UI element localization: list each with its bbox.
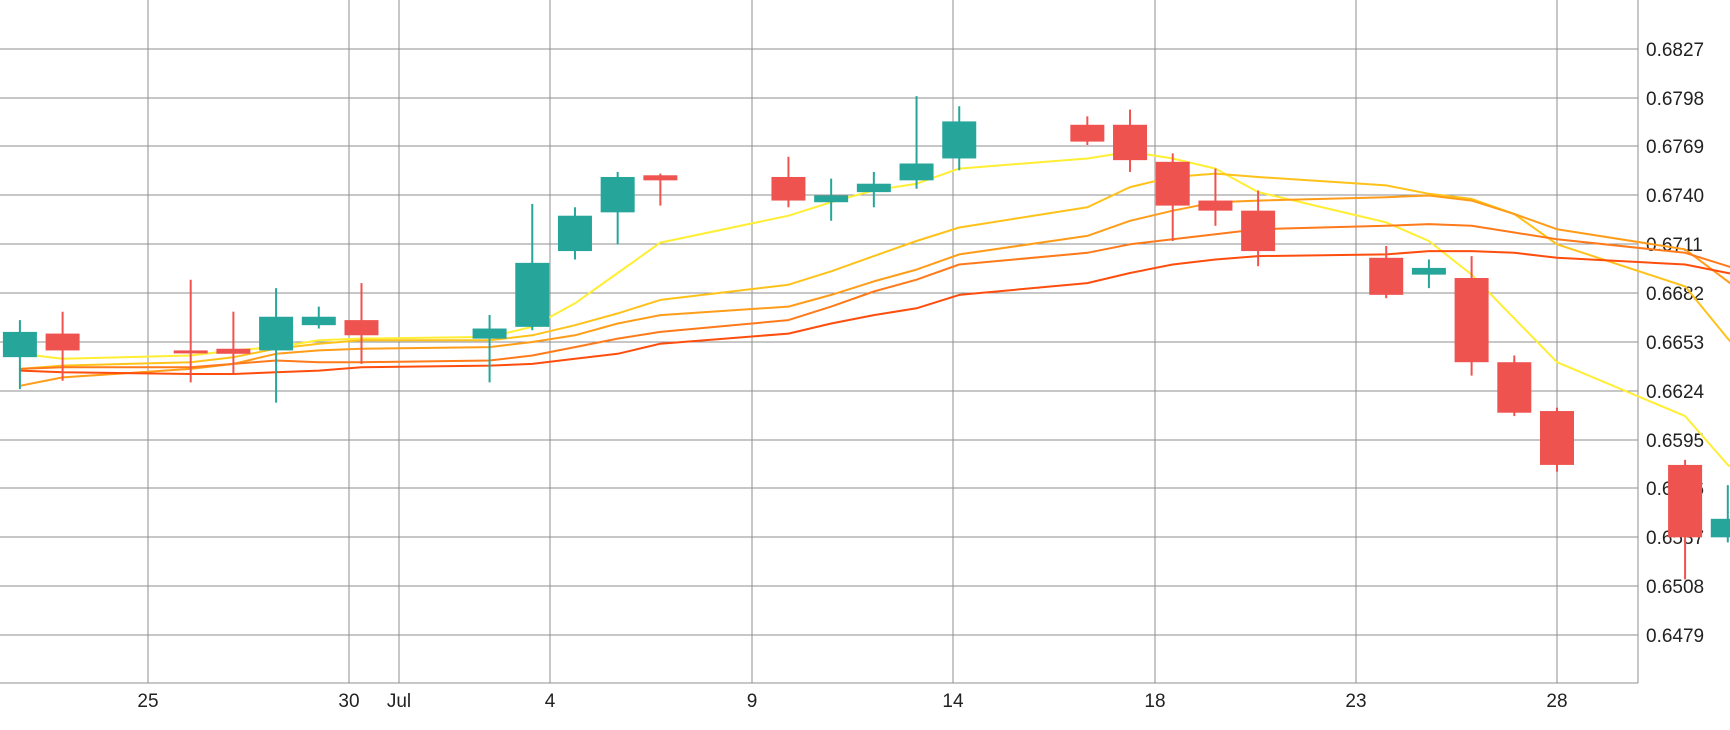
candle: [259, 288, 294, 403]
candle-body: [344, 320, 379, 336]
candle-body: [600, 176, 635, 213]
candle: [643, 173, 678, 206]
candle: [515, 203, 550, 331]
moving-average-line: [18, 250, 1730, 375]
x-tick-label: 14: [942, 691, 964, 712]
candle: [600, 171, 635, 245]
candle-body: [1241, 210, 1276, 252]
candle-body: [557, 215, 592, 252]
candle: [1668, 459, 1703, 580]
moving-average-line: [18, 223, 1730, 370]
candle: [557, 207, 592, 260]
candle: [45, 311, 80, 381]
candle-body: [1155, 161, 1190, 206]
candle-body: [216, 348, 251, 354]
candle-body: [1369, 257, 1404, 295]
candle-body: [1411, 267, 1446, 275]
candle: [472, 315, 507, 383]
y-tick-label: 0.6508: [1646, 577, 1704, 598]
x-tick-label: 28: [1546, 691, 1567, 712]
y-tick-label: 0.6479: [1646, 626, 1704, 647]
candle: [1070, 116, 1105, 145]
candle-body: [173, 350, 208, 354]
candle: [216, 311, 251, 374]
y-tick-label: 0.6682: [1646, 284, 1704, 305]
candle-body: [1540, 411, 1574, 465]
x-tick-label: 23: [1345, 691, 1366, 712]
y-tick-label: 0.6798: [1646, 89, 1704, 110]
y-tick-label: 0.6653: [1646, 333, 1704, 354]
candle-body: [856, 183, 891, 193]
candle: [1113, 109, 1148, 172]
candle: [1369, 246, 1404, 299]
candle-body: [45, 333, 80, 351]
y-tick-label: 0.6769: [1646, 137, 1704, 158]
x-tick-label: 30: [338, 691, 359, 712]
candle-body: [301, 316, 336, 326]
candle: [301, 306, 336, 329]
x-tick-label: 25: [137, 691, 158, 712]
candle: [1198, 168, 1233, 226]
candle-body: [2, 331, 37, 358]
candle-body: [1668, 464, 1703, 538]
candle: [344, 283, 379, 364]
candle-body: [515, 262, 550, 327]
candle: [814, 178, 849, 221]
x-tick-label: 18: [1144, 691, 1165, 712]
candle: [856, 171, 891, 208]
candle: [1411, 259, 1446, 289]
candle-body: [1113, 124, 1148, 161]
candles: [2, 96, 1730, 580]
candle: [173, 279, 208, 383]
horizontal-gridlines: [0, 48, 1638, 636]
candle-body: [942, 121, 977, 159]
x-tick-label: 4: [545, 691, 556, 712]
candle-body: [259, 316, 294, 351]
candle: [1454, 256, 1489, 376]
candle: [1540, 407, 1574, 472]
candle-body: [899, 163, 934, 181]
candle: [1241, 190, 1276, 267]
candle-body: [472, 328, 507, 339]
candle-body: [643, 175, 678, 181]
x-axis-tick-labels: 25 30 Jul 4 9 14 18 23 28: [137, 691, 1567, 712]
candle: [899, 96, 934, 189]
moving-average-line: [18, 172, 1730, 370]
candle-body: [1070, 124, 1105, 142]
moving-average-line: [18, 194, 1730, 387]
candle: [1497, 355, 1532, 417]
candle: [2, 320, 37, 390]
y-tick-label: 0.6595: [1646, 431, 1704, 452]
x-tick-label: Jul: [387, 691, 411, 712]
candle-body: [1710, 518, 1730, 538]
y-tick-label: 0.6624: [1646, 382, 1705, 403]
candle-body: [771, 176, 806, 201]
candle-body: [1198, 200, 1233, 211]
candle: [942, 106, 977, 171]
candle: [1710, 485, 1730, 543]
candle-body: [1497, 362, 1532, 413]
y-tick-label: 0.6827: [1646, 40, 1704, 61]
y-axis-tick-labels: 0.6827 0.6798 0.6769 0.6740 0.6711 0.668…: [1646, 40, 1705, 647]
candle-body: [1454, 278, 1489, 363]
candle: [771, 156, 806, 208]
candle-body: [814, 195, 849, 203]
moving-average-lines: [18, 150, 1730, 468]
candle: [1155, 153, 1190, 241]
x-tick-label: 9: [747, 691, 758, 712]
y-tick-label: 0.6740: [1646, 186, 1704, 207]
